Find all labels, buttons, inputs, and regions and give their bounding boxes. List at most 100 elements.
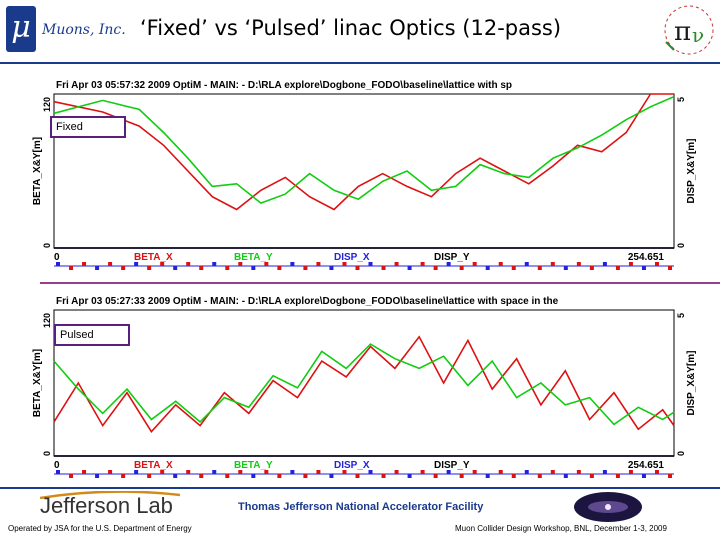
lattice-element-marker [407, 474, 412, 478]
lattice-element-marker [160, 262, 165, 266]
x-tick-label-max: 254.651 [628, 252, 665, 263]
y-axis-label-right: DISP_X&Y[m] [686, 138, 697, 203]
lattice-element-marker [290, 470, 295, 474]
y-tick-label-right-max: 5 [676, 97, 686, 102]
x-tick-label-min: 0 [54, 460, 60, 471]
lattice-element-marker [628, 470, 633, 474]
lattice-element-marker [420, 470, 425, 474]
lattice-element-marker [342, 262, 347, 266]
y-tick-label-right-min: 0 [676, 243, 686, 248]
lattice-element-marker [173, 474, 178, 478]
lattice-element-marker [654, 470, 659, 474]
lattice-element-marker [342, 470, 347, 474]
lattice-element-marker [537, 474, 542, 478]
lattice-element-marker [368, 262, 373, 266]
legend-label-beta-x: BETA_X [134, 460, 173, 471]
lattice-element-marker [498, 470, 503, 474]
lattice-element-marker [654, 262, 659, 266]
lattice-element-marker [134, 262, 139, 266]
lattice-element-marker [668, 266, 672, 270]
lattice-element-marker [407, 266, 412, 270]
lattice-element-marker [615, 266, 620, 270]
plot-frame [53, 309, 675, 457]
y-tick-label-left-min: 0 [42, 451, 52, 456]
lattice-element-marker [69, 474, 74, 478]
lattice-element-marker [485, 266, 490, 270]
lattice-element-marker [303, 266, 308, 270]
lattice-element-marker [277, 266, 282, 270]
lattice-element-marker [329, 474, 334, 478]
lattice-element-marker [394, 470, 399, 474]
legend-label-disp-y: DISP_Y [434, 460, 470, 471]
lattice-element-marker [173, 266, 178, 270]
lattice-element-marker [238, 470, 243, 474]
lattice-element-marker [251, 266, 256, 270]
pi-glyph: π [674, 17, 691, 47]
lattice-element-marker [550, 262, 555, 266]
lattice-element-marker [433, 474, 438, 478]
series-line-beta-y [53, 343, 675, 426]
pulsed-optics-chart: BETA_X&Y[m] DISP_X&Y[m] 0 120 0 5 0 254.651 BETA… [32, 309, 697, 478]
x-tick-label-max: 254.651 [628, 460, 665, 471]
pulsed-panel-header: Fri Apr 03 05:27:33 2009 OptiM - MAIN: -… [56, 296, 559, 307]
lattice-element-marker [238, 262, 243, 266]
lattice-element-marker [472, 470, 477, 474]
fixed-optics-chart: BETA_X&Y[m] DISP_X&Y[m] 0 120 0 5 0 254.651 BETA… [32, 93, 697, 270]
plot-frame [53, 93, 675, 249]
lattice-element-marker [121, 266, 126, 270]
lattice-element-marker [524, 470, 529, 474]
lattice-element-marker [160, 470, 165, 474]
lattice-element-marker [381, 474, 386, 478]
lattice-element-marker [368, 470, 373, 474]
legend-label-beta-x: BETA_X [134, 252, 173, 263]
series-line-beta-y [53, 95, 675, 205]
lattice-element-marker [602, 470, 607, 474]
lattice-element-marker [95, 266, 100, 270]
lattice-element-marker [668, 474, 672, 478]
workshop-pi-logo: π ν [664, 5, 714, 55]
lattice-element-marker [511, 266, 516, 270]
lattice-element-marker [563, 266, 568, 270]
fixed-tag: Fixed [50, 116, 126, 138]
series-line-beta-x [53, 93, 674, 211]
logo-ring [664, 5, 714, 55]
lattice-element-marker [524, 262, 529, 266]
panel-divider [40, 282, 720, 284]
lattice-element-marker [199, 474, 204, 478]
jefferson-lab-logo: Jefferson Lab [40, 493, 173, 518]
lattice-element-marker [108, 470, 113, 474]
lattice-element-marker [563, 474, 568, 478]
lattice-element-marker [381, 266, 386, 270]
title-divider [0, 62, 720, 64]
legend-label-beta-y: BETA_Y [234, 460, 273, 471]
lattice-element-marker [121, 474, 126, 478]
lattice-element-marker [290, 262, 295, 266]
lattice-element-marker [225, 474, 230, 478]
y-tick-label-left-max: 120 [42, 97, 52, 112]
lattice-element-marker [251, 474, 256, 478]
y-tick-label-left-min: 0 [42, 243, 52, 248]
lattice-element-marker [56, 262, 60, 266]
lattice-element-marker [394, 262, 399, 266]
lattice-element-marker [69, 266, 74, 270]
legend-label-beta-y: BETA_Y [234, 252, 273, 263]
lattice-element-marker [498, 262, 503, 266]
lattice-element-marker [277, 474, 282, 478]
lattice-element-marker [459, 266, 464, 270]
legend-label-disp-x: DISP_X [334, 252, 370, 263]
lattice-element-marker [316, 470, 321, 474]
lattice-element-marker [82, 470, 87, 474]
lattice-element-marker [95, 474, 100, 478]
lattice-element-marker [316, 262, 321, 266]
lattice-element-marker [459, 474, 464, 478]
y-tick-label-left-max: 120 [42, 313, 52, 328]
legend-label-disp-x: DISP_X [334, 460, 370, 471]
fixed-panel-header: Fri Apr 03 05:57:32 2009 OptiM - MAIN: -… [56, 80, 513, 91]
x-tick-label-min: 0 [54, 252, 60, 263]
lattice-element-marker [329, 266, 334, 270]
lattice-element-marker [56, 470, 60, 474]
lattice-element-marker [82, 262, 87, 266]
lattice-element-marker [576, 470, 581, 474]
lattice-element-marker [225, 266, 230, 270]
lattice-element-marker [355, 266, 360, 270]
